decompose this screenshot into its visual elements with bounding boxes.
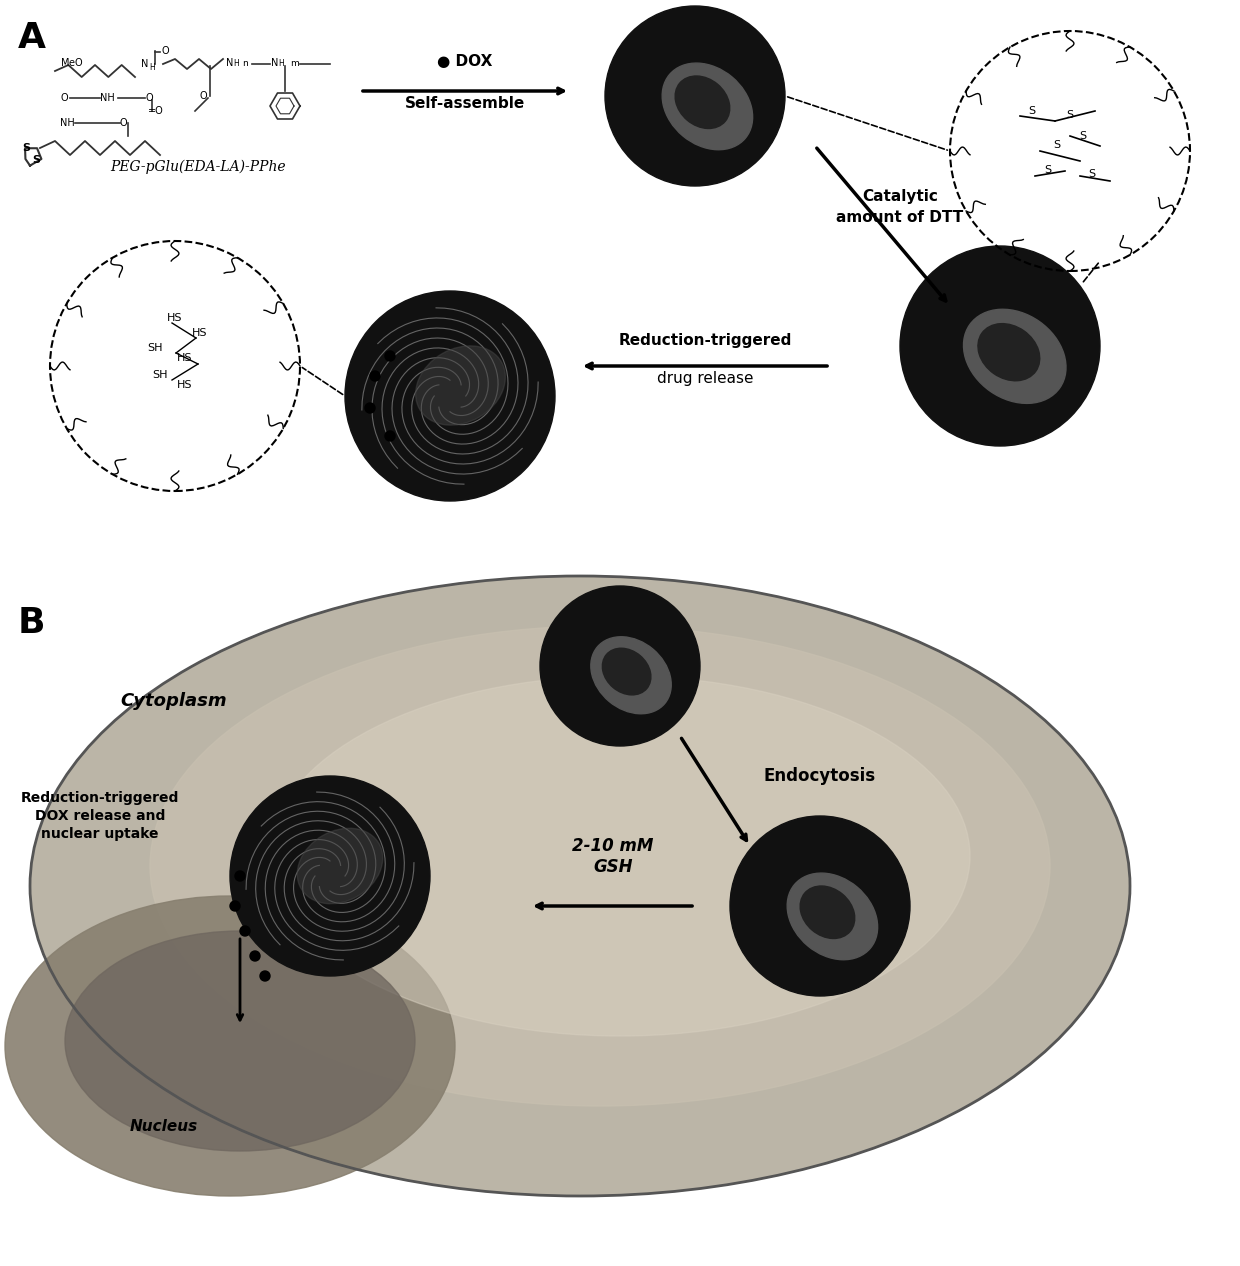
Text: $\mathsf{H}$: $\mathsf{H}$ (278, 57, 285, 68)
Text: O: O (161, 46, 169, 56)
Text: O: O (200, 91, 207, 101)
Circle shape (241, 925, 250, 936)
Circle shape (539, 586, 701, 746)
Ellipse shape (415, 346, 506, 425)
Text: A: A (19, 22, 46, 54)
Circle shape (345, 291, 556, 501)
Circle shape (900, 246, 1100, 446)
Ellipse shape (150, 625, 1050, 1106)
Circle shape (384, 430, 396, 441)
Text: PEG-pGlu(EDA-LA)-PPhe: PEG-pGlu(EDA-LA)-PPhe (110, 160, 285, 173)
Ellipse shape (64, 931, 415, 1151)
Ellipse shape (787, 874, 878, 960)
Ellipse shape (675, 76, 730, 128)
Text: Catalytic: Catalytic (862, 189, 937, 204)
Circle shape (250, 951, 260, 961)
Circle shape (365, 403, 374, 413)
Text: $\mathsf{H}$: $\mathsf{H}$ (149, 62, 156, 72)
Ellipse shape (963, 309, 1066, 404)
Text: Cytoplasm: Cytoplasm (120, 693, 227, 710)
Circle shape (229, 901, 241, 912)
Ellipse shape (590, 637, 671, 714)
Text: ● DOX: ● DOX (438, 54, 492, 70)
Circle shape (260, 971, 270, 981)
Text: $\mathsf{O}$: $\mathsf{O}$ (60, 91, 69, 103)
Ellipse shape (5, 896, 455, 1196)
Text: HS: HS (192, 328, 208, 338)
Text: $\mathsf{n}$: $\mathsf{n}$ (242, 60, 249, 68)
Text: Nucleus: Nucleus (130, 1119, 198, 1134)
Text: SH: SH (153, 370, 167, 380)
Text: SH: SH (148, 343, 162, 353)
Ellipse shape (978, 324, 1040, 381)
Circle shape (384, 351, 396, 361)
Text: O: O (120, 118, 128, 128)
Ellipse shape (30, 576, 1130, 1196)
Ellipse shape (298, 828, 383, 904)
Text: S: S (22, 143, 30, 153)
Text: =O: =O (148, 106, 164, 116)
Text: $\mathsf{N}$: $\mathsf{N}$ (224, 56, 233, 68)
Text: O: O (145, 92, 153, 103)
Circle shape (370, 371, 379, 381)
Ellipse shape (603, 648, 651, 695)
Text: $\mathsf{N}$: $\mathsf{N}$ (140, 57, 149, 70)
Text: HS: HS (177, 353, 192, 363)
Text: S: S (1044, 165, 1052, 175)
Circle shape (605, 6, 785, 186)
Ellipse shape (662, 63, 753, 149)
Text: B: B (19, 606, 46, 641)
Text: drug release: drug release (657, 371, 753, 386)
Text: amount of DTT: amount of DTT (836, 210, 963, 225)
Text: S: S (1054, 141, 1060, 149)
Text: HS: HS (177, 380, 192, 390)
Text: S: S (32, 154, 40, 165)
Text: Reduction-triggered
DOX release and
nuclear uptake: Reduction-triggered DOX release and nucl… (21, 790, 180, 842)
Text: $\mathsf{N}$: $\mathsf{N}$ (270, 56, 278, 68)
Text: 2-10 mM
GSH: 2-10 mM GSH (573, 837, 653, 876)
Circle shape (730, 817, 910, 996)
Text: Self-assemble: Self-assemble (405, 96, 525, 111)
Ellipse shape (800, 886, 854, 938)
Circle shape (236, 871, 246, 881)
Text: NH: NH (60, 118, 74, 128)
Text: Endocytosis: Endocytosis (764, 767, 877, 785)
Text: S: S (1089, 168, 1096, 179)
Text: $\mathsf{H}$: $\mathsf{H}$ (233, 57, 241, 68)
Text: $\mathsf{m}$: $\mathsf{m}$ (290, 60, 300, 68)
Text: Reduction-triggered: Reduction-triggered (619, 333, 791, 348)
Text: S: S (1028, 106, 1035, 116)
Circle shape (229, 776, 430, 976)
Text: S: S (1066, 110, 1074, 120)
Text: HS: HS (167, 313, 182, 323)
Text: NH: NH (100, 92, 115, 103)
Text: S: S (1080, 130, 1086, 141)
Ellipse shape (270, 676, 970, 1036)
Text: $\mathsf{MeO}$: $\mathsf{MeO}$ (60, 56, 83, 68)
